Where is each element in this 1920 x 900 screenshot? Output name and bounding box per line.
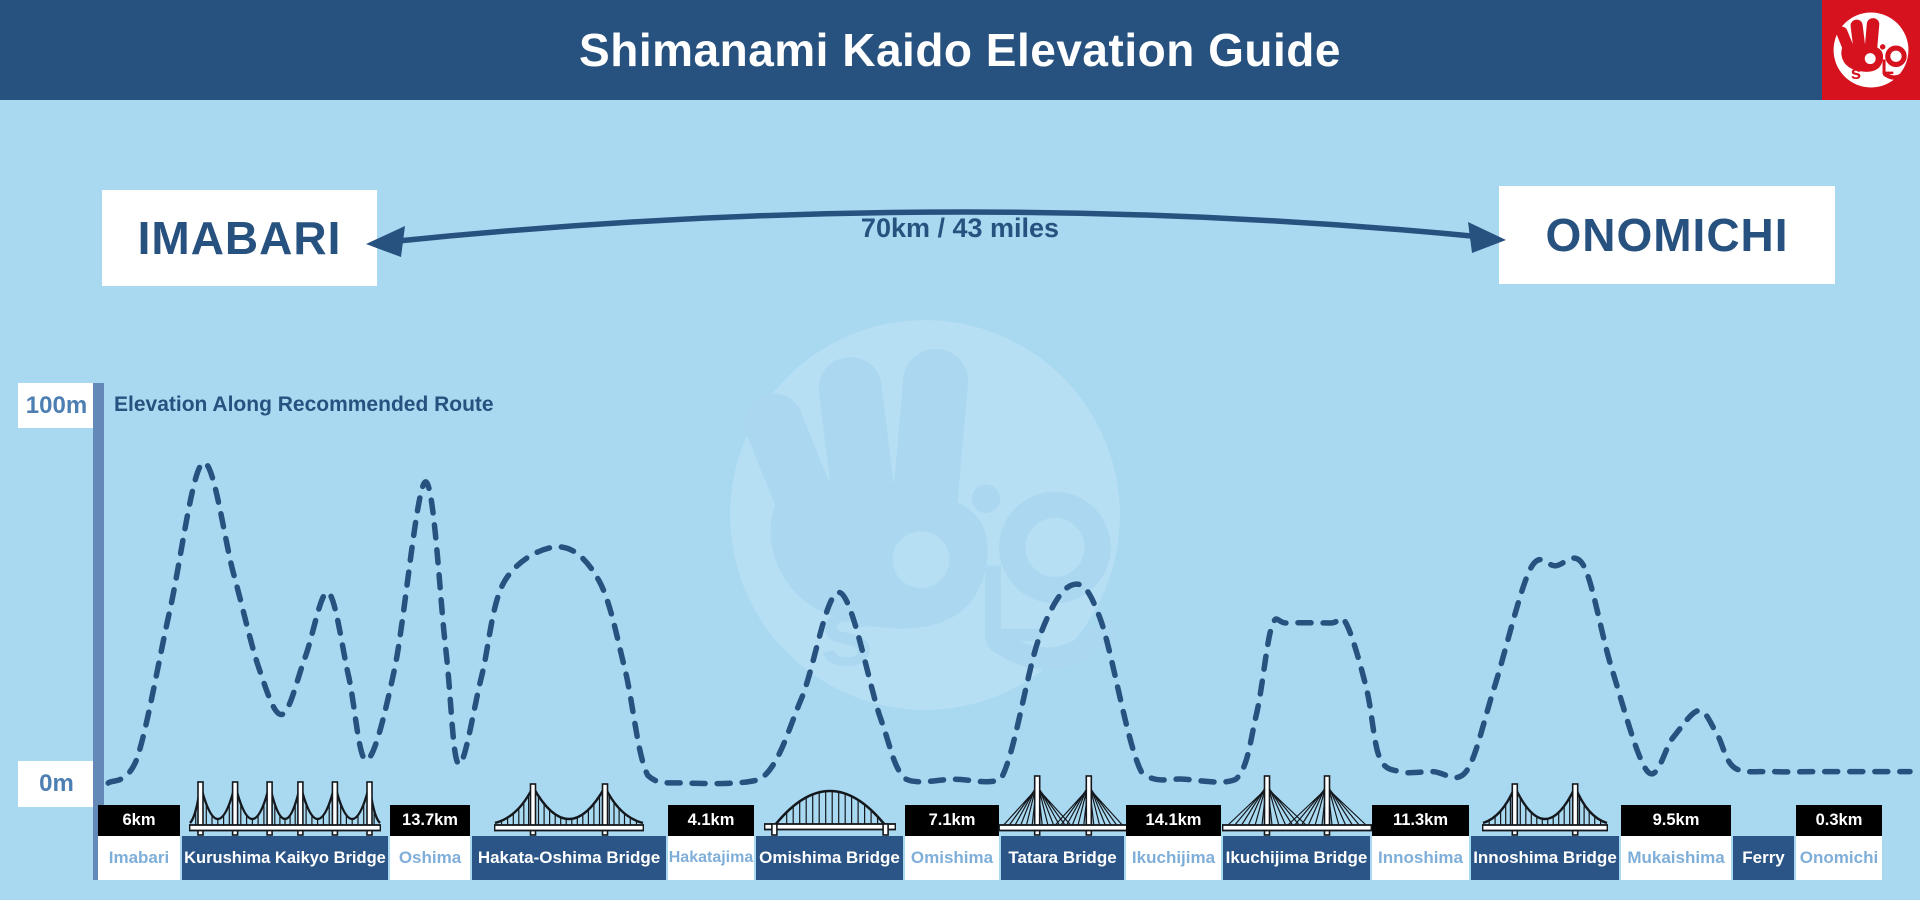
segment-hakata-oshima-bridge: Hakata-Oshima Bridge [472, 783, 666, 880]
suspension-multi-bridge-icon [189, 781, 381, 836]
solo-hand-logo [1822, 0, 1920, 100]
segment-imabari: 6km Imabari [98, 805, 180, 880]
distance-badge: 6km [98, 805, 180, 836]
segment-label: Hakata-Oshima Bridge [472, 836, 666, 880]
segment-label: Ikuchijima [1126, 836, 1221, 880]
distance-badge: 11.3km [1372, 805, 1469, 836]
route-distance-label: 70km / 43 miles [860, 213, 1060, 243]
y-axis-min-label: 0m [18, 761, 95, 807]
start-city-label: IMABARI [137, 212, 342, 264]
distance-badge: 4.1km [668, 805, 754, 836]
segment-kurushima-kaikyo-bridge: Kurushima Kaikyo Bridge [182, 781, 388, 880]
segment-tatara-bridge: Tatara Bridge [998, 775, 1127, 880]
segment-label: Hakatajima [668, 836, 754, 880]
segment-label: Tatara Bridge [1001, 836, 1124, 880]
segment-ikuchijima-bridge: Ikuchijima Bridge [1221, 775, 1372, 880]
distance-badge: 7.1km [905, 805, 999, 836]
segment-label: Ikuchijima Bridge [1223, 836, 1370, 880]
route-segments-band: 6km Imabari Kurushima Kaikyo Bridge 13.7km… [98, 775, 1884, 880]
arch-bridge-icon [763, 789, 896, 836]
distance-badge: 0.3km [1796, 805, 1882, 836]
suspension-bridge-icon [1482, 783, 1608, 836]
segment-oshima: 13.7km Oshima [390, 805, 470, 880]
suspension-bridge-icon [494, 783, 644, 836]
segment-label: Omishima [905, 836, 999, 880]
y-axis-bar [93, 383, 104, 880]
segment-label: Ferry [1733, 836, 1794, 880]
segment-ferry: Ferry [1733, 805, 1794, 880]
segment-onomichi: 0.3km Onomichi [1796, 805, 1882, 880]
distance-badge: 9.5km [1621, 805, 1731, 836]
segment-spacer [1733, 805, 1794, 836]
segment-label: Oshima [390, 836, 470, 880]
segment-innoshima: 11.3km Innoshima [1372, 805, 1469, 880]
start-city-box: IMABARI [102, 190, 377, 286]
segment-omishima: 7.1km Omishima [905, 805, 999, 880]
page-title: Shimanami Kaido Elevation Guide [579, 24, 1341, 76]
segment-hakatajima: 4.1km Hakatajima [668, 805, 754, 880]
segment-ikuchijima: 14.1km Ikuchijima [1126, 805, 1221, 880]
segment-omishima-bridge: Omishima Bridge [756, 789, 903, 880]
segment-label: Onomichi [1796, 836, 1882, 880]
segment-label: Omishima Bridge [756, 836, 903, 880]
segment-label: Imabari [98, 836, 180, 880]
distance-badge: 14.1km [1126, 805, 1221, 836]
segment-mukaishima: 9.5km Mukaishima [1621, 805, 1731, 880]
segment-label: Innoshima [1372, 836, 1469, 880]
segment-innoshima-bridge: Innoshima Bridge [1471, 783, 1619, 880]
end-city-box: ONOMICHI [1499, 186, 1835, 284]
segment-label: Kurushima Kaikyo Bridge [182, 836, 388, 880]
segment-label: Innoshima Bridge [1471, 836, 1619, 880]
header-bar: Shimanami Kaido Elevation Guide [0, 0, 1920, 100]
segment-label: Mukaishima [1621, 836, 1731, 880]
y-axis-max-label: 100m [18, 383, 95, 428]
end-city-label: ONOMICHI [1545, 209, 1789, 261]
distance-badge: 13.7km [390, 805, 470, 836]
chart-title: Elevation Along Recommended Route [114, 393, 494, 416]
cable-stayed-bridge-icon [1221, 775, 1372, 836]
cable-stayed-bridge-icon [998, 775, 1127, 836]
